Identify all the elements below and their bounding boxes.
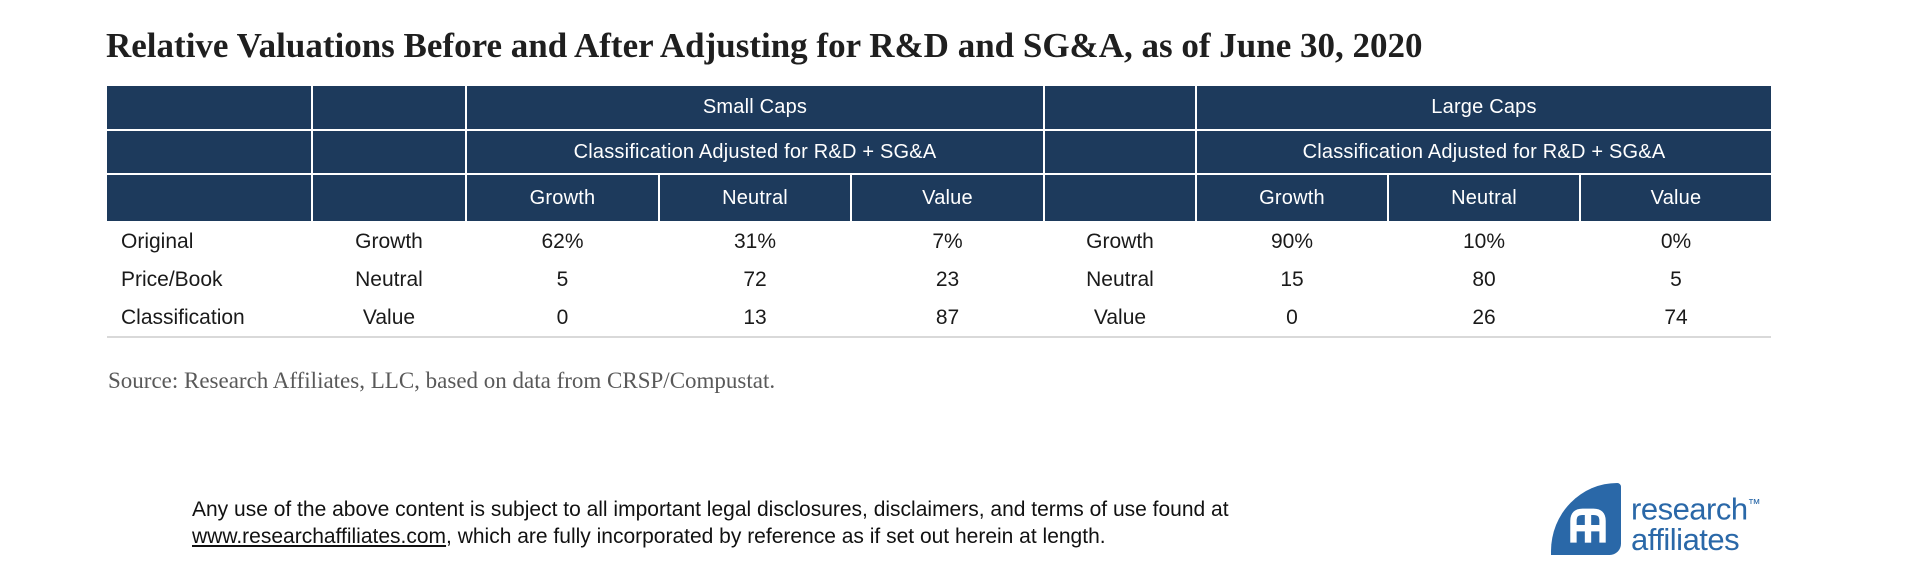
col-header-small-growth: Growth xyxy=(467,175,658,221)
data-cell-small: 0 xyxy=(556,306,569,329)
row-class-left: Neutral xyxy=(355,268,423,291)
chart-title: Relative Valuations Before and After Adj… xyxy=(106,26,1423,65)
row-label: Original xyxy=(121,229,194,253)
data-cell-small: 23 xyxy=(935,268,960,291)
data-cell-large: 15 xyxy=(1280,268,1304,291)
data-cell-small: 87 xyxy=(935,306,960,329)
col-header-small-neutral: Neutral xyxy=(660,175,850,221)
disclaimer-line1: Any use of the above content is subject … xyxy=(192,498,1229,521)
data-cell-large: 26 xyxy=(1472,306,1496,329)
legal-disclaimer: Any use of the above content is subject … xyxy=(192,496,1412,550)
data-cell-large: 80 xyxy=(1472,268,1496,291)
row-label: Price/Book xyxy=(121,268,223,291)
research-affiliates-logo-text: research™ affiliates xyxy=(1631,488,1761,555)
data-cell-small: 7% xyxy=(932,229,963,253)
row-class-right: Growth xyxy=(1086,229,1154,253)
subheader-large-caps: Classification Adjusted for R&D + SG&A xyxy=(1197,131,1771,173)
row-label: Classification xyxy=(121,306,245,329)
data-cell-large: 90% xyxy=(1270,229,1314,253)
data-cell-large: 5 xyxy=(1670,268,1682,291)
source-note: Source: Research Affiliates, LLC, based … xyxy=(108,368,776,393)
row-class-left: Growth xyxy=(355,229,423,253)
research-affiliates-logo-mark xyxy=(1551,483,1621,555)
row-class-left: Value xyxy=(362,306,416,329)
researchaffiliates-link[interactable]: www.researchaffiliates.com xyxy=(192,525,447,548)
row-class-right: Value xyxy=(1093,306,1147,329)
row-class-right: Neutral xyxy=(1086,268,1154,291)
subheader-small-caps: Classification Adjusted for R&D + SG&A xyxy=(467,131,1043,173)
header-spacer-cell xyxy=(1045,175,1195,221)
group-header-small-caps: Small Caps xyxy=(467,86,1043,129)
data-cell-large: 0 xyxy=(1286,306,1298,329)
table-bottom-rule xyxy=(107,336,1771,338)
disclaimer-line2: , which are fully incorporated by refere… xyxy=(446,525,1106,548)
valuations-table: Small Caps Large Caps Classification Adj… xyxy=(107,86,1771,336)
col-header-large-growth: Growth xyxy=(1197,175,1387,221)
col-header-small-value: Value xyxy=(852,175,1043,221)
data-cell-large: 0% xyxy=(1660,229,1692,253)
data-cell-small: 13 xyxy=(743,306,767,329)
header-spacer-cell xyxy=(1045,86,1195,129)
data-cell-large: 10% xyxy=(1462,229,1506,253)
header-spacer-cell xyxy=(313,131,465,173)
data-cell-small: 5 xyxy=(556,268,569,291)
data-cell-large: 74 xyxy=(1664,306,1688,329)
group-header-large-caps: Large Caps xyxy=(1197,86,1771,129)
data-cell-small: 31% xyxy=(733,229,777,253)
logo-word-affiliates: affiliates xyxy=(1631,522,1740,558)
col-header-large-neutral: Neutral xyxy=(1389,175,1579,221)
header-spacer-cell xyxy=(313,86,465,129)
col-header-large-value: Value xyxy=(1581,175,1771,221)
header-spacer-cell xyxy=(313,175,465,221)
header-spacer-cell xyxy=(107,131,311,173)
logo-word-research: research xyxy=(1631,491,1748,527)
data-cell-small: 72 xyxy=(743,268,767,291)
ra-monogram-icon xyxy=(1570,508,1606,543)
data-cell-small: 62% xyxy=(541,229,584,253)
header-spacer-cell xyxy=(107,86,311,129)
header-spacer-cell xyxy=(107,175,311,221)
header-spacer-cell xyxy=(1045,131,1195,173)
trademark-symbol: ™ xyxy=(1747,496,1761,511)
